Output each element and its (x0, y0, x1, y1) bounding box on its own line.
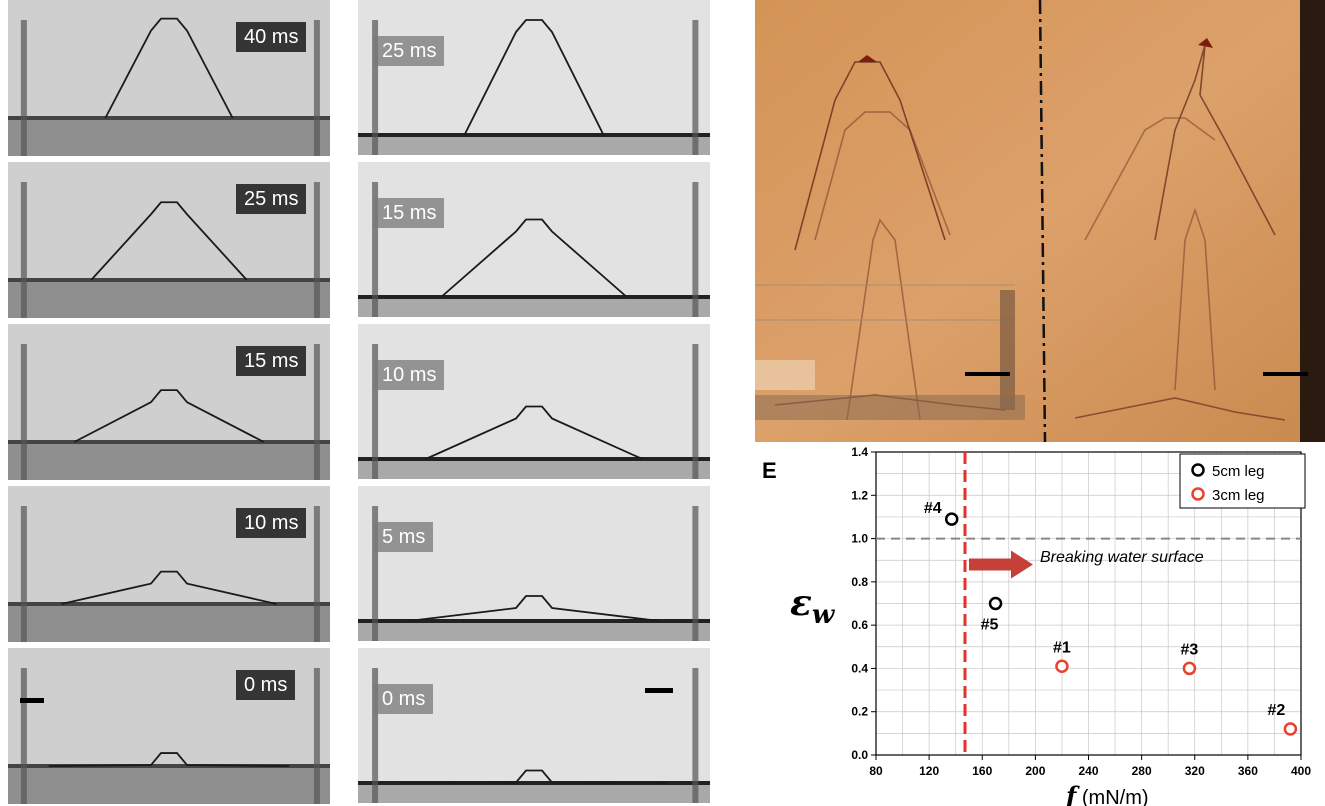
y-tick-label: 1.2 (851, 488, 868, 502)
y-tick-label: 0.0 (851, 748, 868, 762)
panel-b-time-label: 10 ms (374, 360, 445, 390)
data-point (1182, 661, 1197, 676)
y-tick-label: 0.4 (851, 661, 868, 675)
x-tick-label: 280 (1132, 764, 1152, 778)
panel-a-time-label: 40 ms (236, 22, 307, 52)
panel-cd-photo (755, 0, 1325, 442)
panel-e-chart: 80 120 160 200 240 280 320 360 400 0.0 0.2 0.4 0.6 0.… (790, 445, 1311, 806)
panel-b-scale-bar (645, 688, 673, 693)
legend: 5cm leg 3cm leg (1179, 453, 1306, 509)
panel-a-frame: 10 ms (8, 486, 330, 642)
panel-b-frame: 10 ms (358, 324, 710, 479)
panel-a-scale-bar (20, 698, 44, 703)
panel-a-time-label: 10 ms (236, 508, 307, 538)
point-label: #4 (924, 500, 942, 517)
point-label: #3 (1181, 641, 1199, 658)
y-tick-label: 1.0 (851, 532, 868, 546)
panel-b-time-label: 15 ms (374, 198, 445, 228)
legend-marker-3cm (1191, 487, 1205, 501)
panel-label-e: E (762, 458, 777, 483)
panel-a-time-label: 15 ms (236, 346, 307, 376)
data-point (1283, 722, 1298, 736)
panel-b-frame: 0 ms (358, 648, 710, 803)
panel-a-frame: 40 ms (8, 0, 330, 156)
legend-label-5cm: 5cm leg (1212, 463, 1265, 480)
breaking-surface-annotation: Breaking water surface (1040, 549, 1204, 566)
panel-b-time-label: 25 ms (374, 36, 445, 66)
panel-b-frame: 5 ms (358, 486, 710, 641)
x-tick-label: 320 (1185, 764, 1205, 778)
breaking-arrow (968, 550, 1033, 579)
point-label: #5 (981, 617, 999, 634)
panel-b-frame: 15 ms (358, 162, 710, 317)
y-tick-label: 0.6 (851, 618, 868, 632)
y-tick-label: 1.4 (851, 445, 868, 459)
y-axis-label: εw (790, 582, 836, 630)
panel-a-frame: 0 ms (8, 648, 330, 804)
data-point (944, 512, 959, 526)
panel-b-frame: 25 ms (358, 0, 710, 155)
x-tick-label: 200 (1025, 764, 1045, 778)
panel-b-time-label: 0 ms (374, 684, 434, 714)
panel-a-frame: 15 ms (8, 324, 330, 480)
x-tick-label: 120 (919, 764, 939, 778)
legend-marker-5cm (1191, 463, 1205, 477)
point-label: #2 (1267, 702, 1285, 719)
x-tick-label: 80 (869, 764, 883, 778)
x-tick-label: 160 (972, 764, 992, 778)
data-point (988, 596, 1003, 611)
data-point (1055, 659, 1069, 674)
y-tick-label: 0.2 (851, 705, 868, 719)
x-axis-label: f (mN/m) (1064, 781, 1149, 806)
x-tick-label: 400 (1291, 764, 1311, 778)
point-label: #1 (1053, 639, 1071, 656)
panel-a-time-label: 0 ms (236, 670, 296, 700)
legend-label-3cm: 3cm leg (1212, 487, 1265, 504)
x-tick-label: 360 (1238, 764, 1258, 778)
x-tick-label: 240 (1078, 764, 1098, 778)
panel-a-time-label: 25 ms (236, 184, 307, 214)
panel-b-time-label: 5 ms (374, 522, 434, 552)
panel-a-frame: 25 ms (8, 162, 330, 318)
y-tick-label: 0.8 (851, 575, 868, 589)
